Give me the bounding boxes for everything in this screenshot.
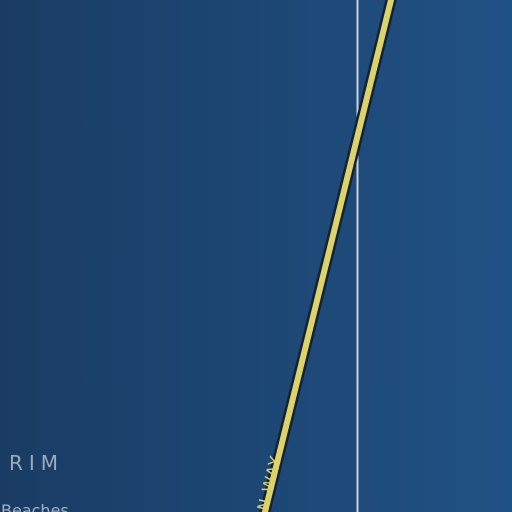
region-label: RIM [9,451,64,475]
place-label: Beaches [1,501,69,512]
highway-road[interactable] [259,0,397,512]
highway-road-fill [261,0,395,512]
